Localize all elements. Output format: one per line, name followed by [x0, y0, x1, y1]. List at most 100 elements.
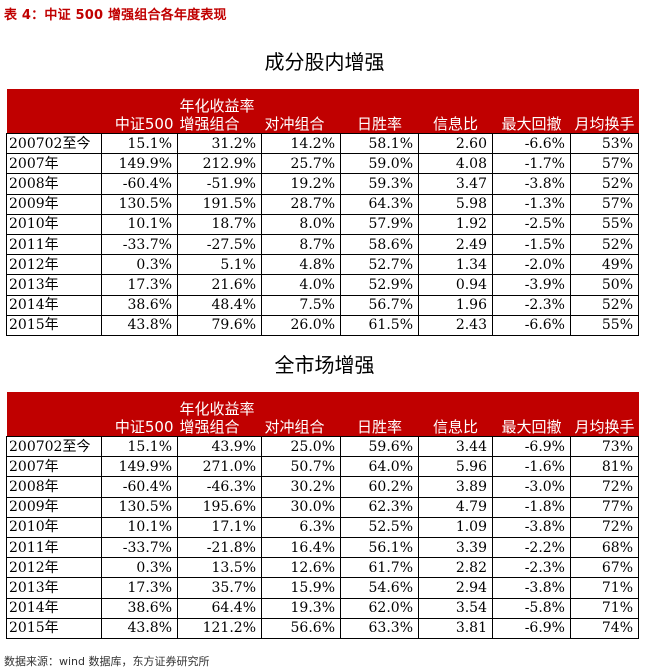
table-row: 2015年 43.8% 121.2% 56.6% 63.3% 3.81 -6.9% 74%: [6, 617, 639, 639]
table-cell: 3.54: [418, 597, 493, 619]
table-cell: 5.98: [418, 193, 493, 215]
table-cell: 6.3%: [261, 516, 341, 538]
table-cell: 67%: [570, 557, 639, 579]
table-cell: 130.5%: [101, 193, 178, 215]
table-cell: 18.7%: [177, 213, 262, 235]
table-row: 2008年 -60.4% -51.9% 19.2% 59.3% 3.47 -3.8% 52%: [6, 173, 639, 195]
header-max-drawdown: 最大回撤: [492, 89, 571, 134]
table-cell: -1.5%: [492, 233, 571, 256]
table-cell: 3.81: [418, 617, 493, 639]
table-header-row: 中证500 年化收益率 增强组合 对冲组合 日胜率 信息比 最大回撤 月均换手: [6, 89, 639, 134]
table-cell: 54.6%: [340, 577, 419, 599]
table-cell: -3.9%: [492, 274, 571, 296]
table-cell: -6.6%: [492, 132, 571, 155]
table-cell: 57%: [570, 193, 639, 215]
table-cell: 12.6%: [261, 557, 341, 579]
table-cell: -60.4%: [101, 173, 178, 195]
table-cell: 0.3%: [101, 557, 178, 579]
header-annualized-return: 年化收益率: [179, 97, 255, 115]
table-cell: 81%: [570, 456, 639, 478]
table-row: 2009年 130.5% 195.6% 30.0% 62.3% 4.79 -1.8% 77%: [6, 496, 639, 518]
table-cell: 77%: [570, 496, 639, 518]
table-cell: -3.8%: [492, 173, 571, 195]
table-cell: -5.8%: [492, 597, 571, 619]
table-cell: 5.96: [418, 456, 493, 478]
row-period-label: 2014年: [6, 597, 102, 619]
table-cell: 7.5%: [261, 294, 341, 316]
table-cell: -2.2%: [492, 536, 571, 559]
table-cell: 63.3%: [340, 617, 419, 639]
table-cell: 35.7%: [177, 577, 262, 599]
table-cell: 60.2%: [340, 476, 419, 498]
table-cell: 52%: [570, 173, 639, 195]
header-information-ratio: 信息比: [418, 392, 493, 437]
row-period-label: 2015年: [6, 617, 102, 639]
table-cell: 25.7%: [261, 153, 341, 175]
table-cell: 19.2%: [261, 173, 341, 195]
table-cell: -1.3%: [492, 193, 571, 215]
table-cell: 15.1%: [101, 132, 178, 155]
header-daily-win-rate: 日胜率: [340, 392, 419, 437]
table-cell: 1.09: [418, 516, 493, 538]
table-cell: 2.60: [418, 132, 493, 155]
table-cell: 52%: [570, 294, 639, 316]
table-row: 2012年 0.3% 13.5% 12.6% 61.7% 2.82 -2.3% 67%: [6, 557, 639, 579]
table-cell: 3.39: [418, 536, 493, 559]
page-title: 表 4：中证 500 增强组合各年度表现: [4, 8, 227, 23]
table-cell: -1.8%: [492, 496, 571, 518]
table-row: 2011年 -33.7% -21.8% 16.4% 56.1% 3.39 -2.2% 68%: [6, 536, 639, 559]
table-cell: 50.7%: [261, 456, 341, 478]
table-cell: 38.6%: [101, 294, 178, 316]
table-cell: 72%: [570, 476, 639, 498]
table-cell: 14.2%: [261, 132, 341, 155]
table-cell: -2.0%: [492, 254, 571, 276]
table-cell: 2.82: [418, 557, 493, 579]
table-cell: 4.8%: [261, 254, 341, 276]
table-cell: 1.34: [418, 254, 493, 276]
header-csi500: 中证500: [101, 89, 178, 134]
row-period-label: 2013年: [6, 577, 102, 599]
table-cell: -3.8%: [492, 577, 571, 599]
header-monthly-turnover: 月均换手: [570, 392, 639, 437]
table-cell: 17.1%: [177, 516, 262, 538]
table-cell: -21.8%: [177, 536, 262, 559]
row-period-label: 2008年: [6, 476, 102, 498]
table-cell: 0.94: [418, 274, 493, 296]
table-cell: 64.4%: [177, 597, 262, 619]
header-annualized-return: 年化收益率: [179, 400, 255, 418]
table-cell: 52%: [570, 233, 639, 256]
table-cell: 5.1%: [177, 254, 262, 276]
table-cell: -6.6%: [492, 314, 571, 336]
table-cell: 59.3%: [340, 173, 419, 195]
table-cell: 10.1%: [101, 213, 178, 235]
table-cell: 68%: [570, 536, 639, 559]
table-cell: 1.96: [418, 294, 493, 316]
full-market-enhancement-table: 中证500 年化收益率 增强组合 对冲组合 日胜率 信息比 最大回撤 月均换手 …: [6, 392, 639, 639]
header-blank: [6, 392, 102, 437]
table-row: 200702至今 15.1% 43.9% 25.0% 59.6% 3.44 -6.9% 73%: [6, 435, 639, 458]
row-period-label: 2014年: [6, 294, 102, 316]
row-period-label: 2011年: [6, 233, 102, 256]
table-cell: -2.3%: [492, 557, 571, 579]
table-cell: 49%: [570, 254, 639, 276]
table-cell: 64.3%: [340, 193, 419, 215]
table-row: 2008年 -60.4% -46.3% 30.2% 60.2% 3.89 -3.0% 72%: [6, 476, 639, 498]
table-cell: 4.79: [418, 496, 493, 518]
table-cell: 10.1%: [101, 516, 178, 538]
source-footnote: 数据来源：wind 数据库，东方证券研究所: [4, 655, 210, 668]
table-row: 2010年 10.1% 18.7% 8.0% 57.9% 1.92 -2.5% 55%: [6, 213, 639, 235]
table-cell: 0.3%: [101, 254, 178, 276]
table-cell: 191.5%: [177, 193, 262, 215]
table-cell: -6.9%: [492, 617, 571, 639]
table-cell: 2.94: [418, 577, 493, 599]
table-cell: -33.7%: [101, 536, 178, 559]
table-cell: 38.6%: [101, 597, 178, 619]
table-cell: 149.9%: [101, 456, 178, 478]
section-heading-full-market: 全市场增强: [274, 353, 375, 377]
row-period-label: 2012年: [6, 557, 102, 579]
table-cell: -6.9%: [492, 435, 571, 458]
table-cell: 271.0%: [177, 456, 262, 478]
table-cell: 72%: [570, 516, 639, 538]
table-cell: 43.9%: [177, 435, 262, 458]
table-row: 2007年 149.9% 271.0% 50.7% 64.0% 5.96 -1.6% 81%: [6, 456, 639, 478]
